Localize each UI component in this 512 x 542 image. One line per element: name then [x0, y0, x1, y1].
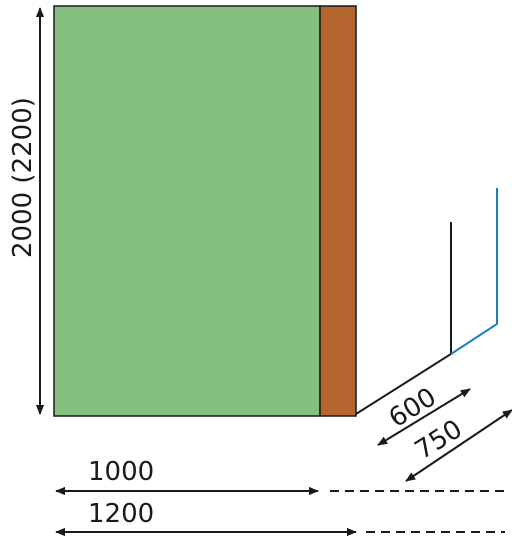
- width-1200-label: 1200: [88, 499, 154, 529]
- width-1000-label: 1000: [88, 457, 154, 487]
- height-label: 2000 (2200): [8, 97, 38, 258]
- side-panel: [319, 5, 357, 417]
- depth-black-guide: [355, 222, 452, 415]
- depth-blue-guide: [450, 188, 498, 355]
- front-panel: [53, 5, 321, 417]
- depth-750-arrow: [405, 409, 512, 482]
